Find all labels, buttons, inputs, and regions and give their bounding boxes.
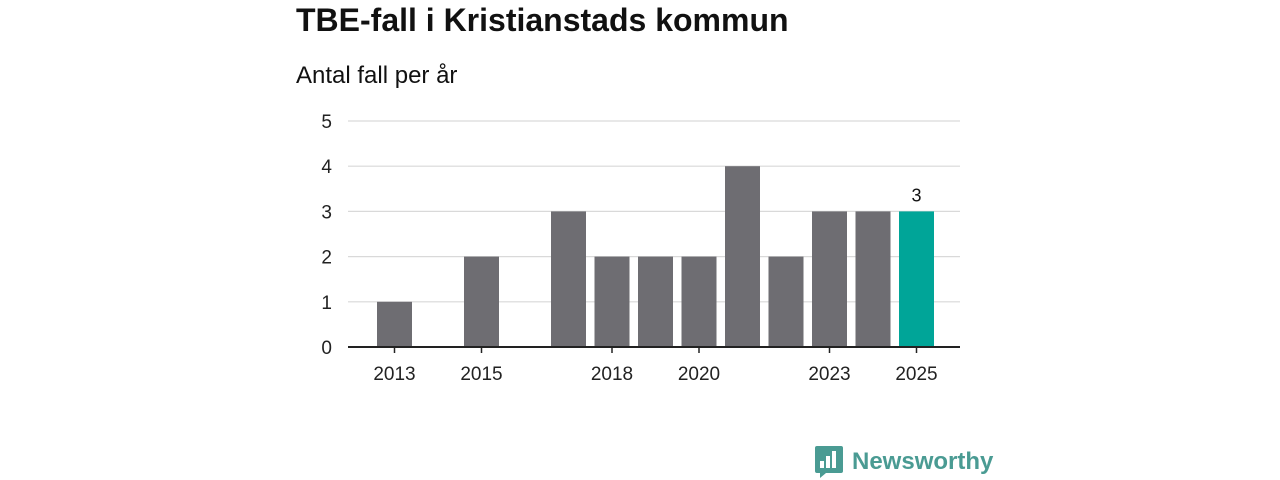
x-tick-label-2025: 2025 [895, 364, 937, 385]
chart-title: TBE-fall i Kristianstads kommun [296, 2, 789, 38]
bar-2025 [899, 211, 934, 347]
newsworthy-logo-icon [815, 446, 843, 478]
bar-chart: 0 1 2 3 4 5 2013 2015 2018 2020 2023 2025 3 [321, 112, 960, 385]
x-tick-label-2013: 2013 [373, 364, 415, 385]
y-tick-label-0: 0 [321, 338, 332, 359]
bar-2018 [594, 256, 630, 347]
y-tick-label-5: 5 [321, 112, 332, 133]
brand-name: Newsworthy [852, 448, 994, 475]
newsworthy-brand: Newsworthy [814, 444, 993, 480]
bar-2013 [377, 301, 412, 347]
bar-2021 [725, 166, 760, 347]
data-labels: 3 [911, 185, 921, 205]
bar-2024 [855, 211, 891, 347]
bar-2017 [551, 211, 586, 347]
y-tick-label-4: 4 [321, 157, 332, 178]
y-tick-label-3: 3 [321, 202, 332, 223]
bar-2020 [681, 256, 717, 347]
x-axis-ticks: 2013 2015 2018 2020 2023 2025 [373, 347, 938, 385]
data-label-2025: 3 [911, 185, 921, 205]
bar-2022 [768, 256, 804, 347]
x-tick-label-2018: 2018 [591, 364, 633, 385]
y-axis-ticks: 0 1 2 3 4 5 [321, 112, 332, 359]
chart-subtitle: Antal fall per år [296, 62, 458, 89]
x-tick-label-2020: 2020 [678, 364, 720, 385]
y-tick-label-2: 2 [321, 248, 332, 269]
bar-2015 [464, 256, 499, 347]
bars [377, 166, 934, 347]
y-tick-label-1: 1 [321, 293, 332, 314]
x-tick-label-2023: 2023 [808, 364, 850, 385]
x-tick-label-2015: 2015 [460, 364, 502, 385]
bar-2023 [812, 211, 847, 347]
bar-2019 [638, 256, 673, 347]
